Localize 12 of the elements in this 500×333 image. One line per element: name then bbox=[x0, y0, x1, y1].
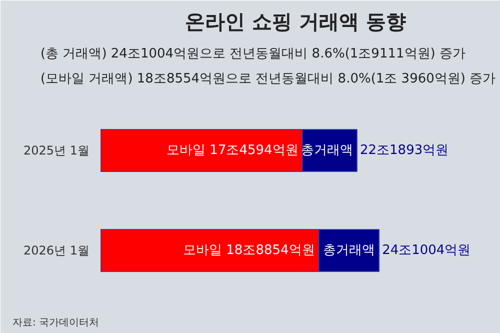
y-tick-label: 2026년 1월 bbox=[24, 244, 90, 258]
text: (총 거래액) 24조1004억원으로 전년동월대비 8.6%(1조9111억원) 증가 bbox=[40, 46, 466, 62]
y-tick-label: 2025년 1월 bbox=[24, 144, 90, 158]
data-label: 총거래액 bbox=[323, 243, 376, 258]
text: (모바일 거래액) 18조8554억원으로 전년동월대비 8.0%(1조 3960억원) 증가 bbox=[40, 72, 496, 86]
data-label: 모바일 18조8854억원 bbox=[183, 243, 315, 258]
data-label: 모바일 17조4594억원 bbox=[166, 143, 298, 158]
text: 자료: 국가데이터처 bbox=[12, 318, 100, 328]
total-label: 22조1893억원 bbox=[360, 143, 449, 158]
data-label: 총거래액 bbox=[300, 143, 353, 158]
chart-title: 온라인 쇼핑 거래액 동향 bbox=[185, 10, 406, 34]
total-label: 24조1004억원 bbox=[382, 243, 471, 258]
